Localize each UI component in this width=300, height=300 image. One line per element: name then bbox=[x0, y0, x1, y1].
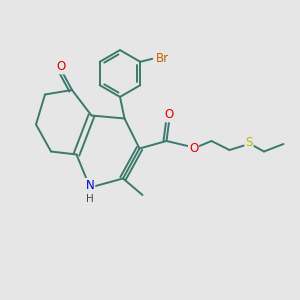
Text: O: O bbox=[165, 108, 174, 122]
Text: N: N bbox=[85, 179, 94, 192]
Text: H: H bbox=[86, 194, 94, 204]
Text: Br: Br bbox=[156, 52, 169, 65]
Text: S: S bbox=[245, 136, 253, 149]
Text: O: O bbox=[57, 60, 66, 74]
Text: O: O bbox=[189, 142, 198, 155]
